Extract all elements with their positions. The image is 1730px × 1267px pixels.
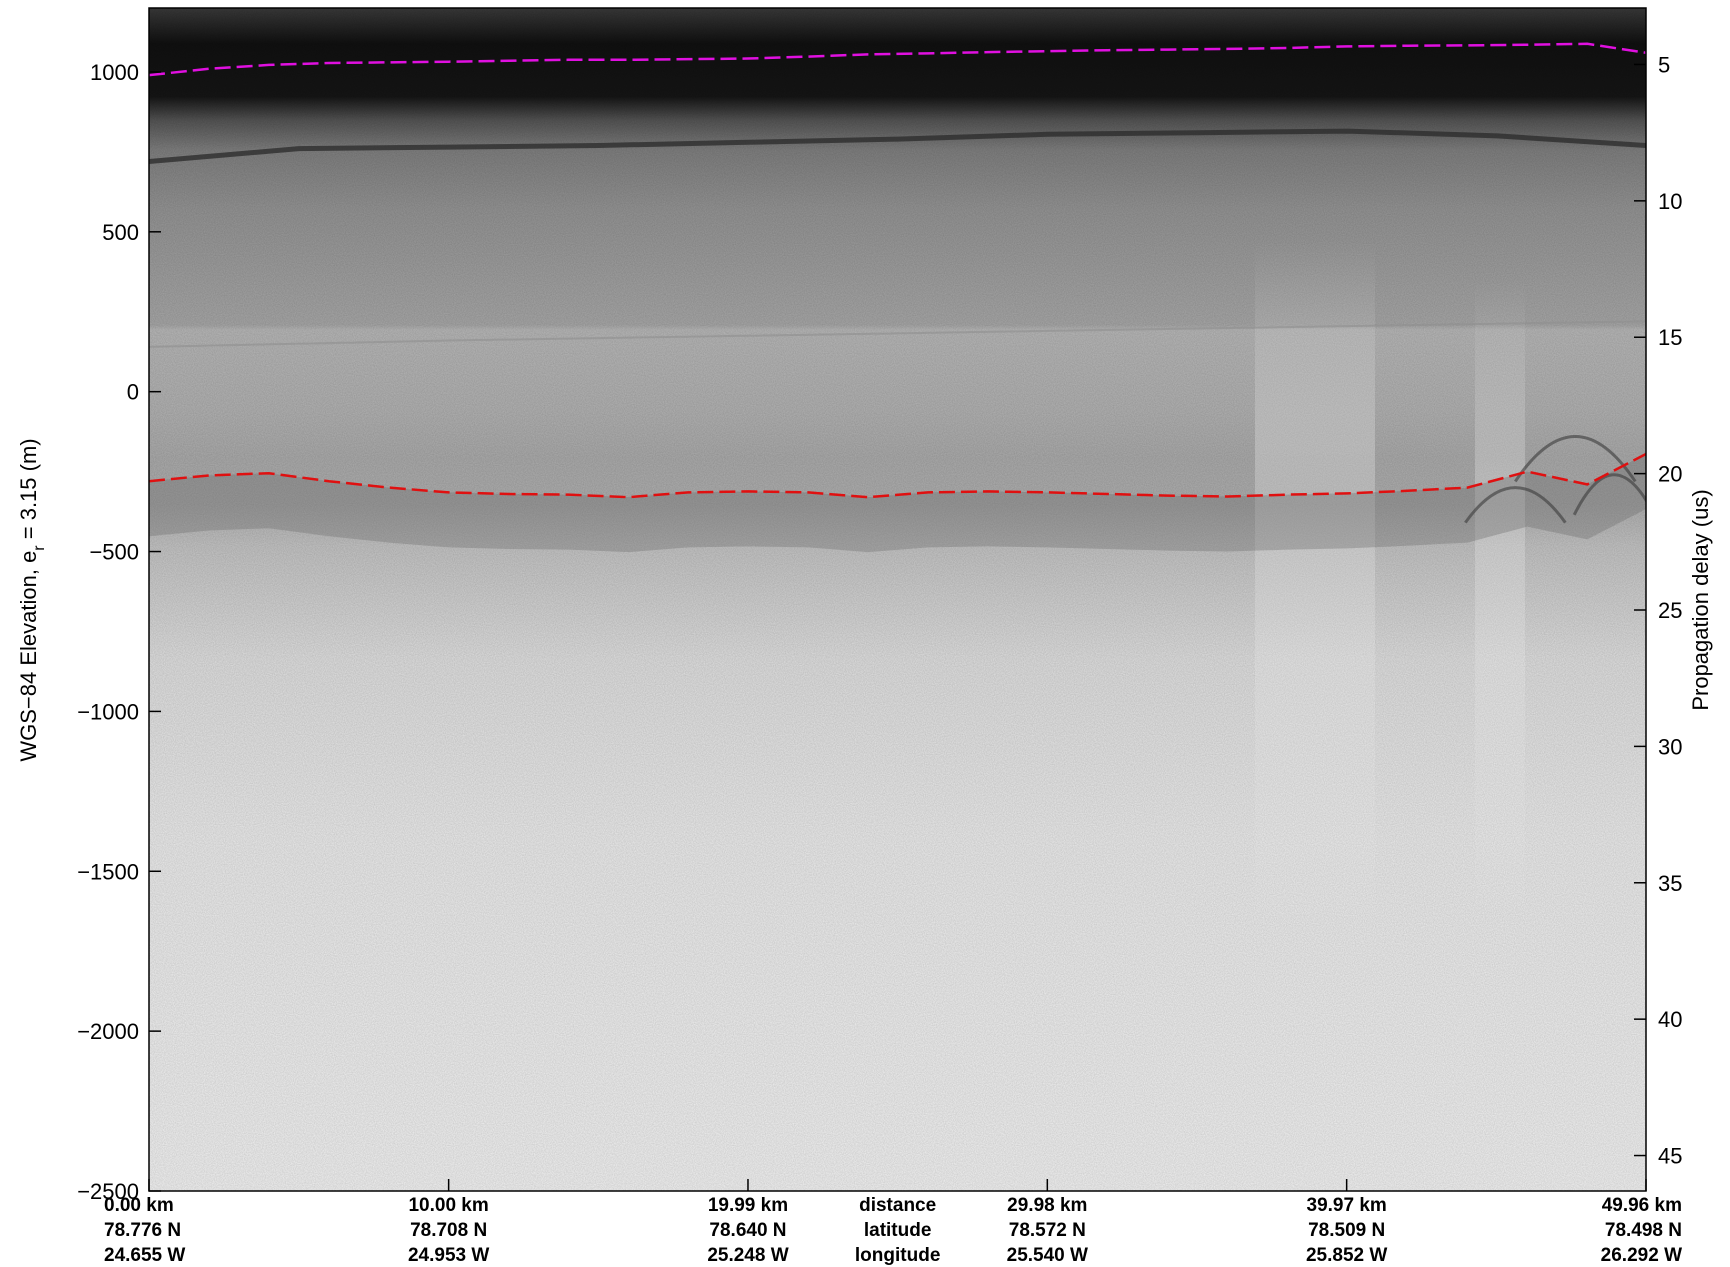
- brightness-boundary: [149, 320, 1646, 348]
- right-axis-label: Propagation delay (us): [1688, 489, 1713, 710]
- echogram-noise: [149, 8, 1646, 1191]
- x-label-distance: 0.00 km: [104, 1195, 174, 1216]
- bed-shadow-band: [149, 454, 1646, 553]
- plot-frame: [148, 7, 1647, 1192]
- x-label-latitude: 78.509 N: [1308, 1220, 1385, 1241]
- x-row-name-longitude: longitude: [855, 1245, 940, 1266]
- x-label-distance: 10.00 km: [408, 1195, 488, 1216]
- x-label-longitude: 24.953 W: [408, 1245, 489, 1266]
- internal-layer: [149, 128, 1646, 164]
- diffraction-hyperbola: [1514, 434, 1637, 483]
- x-label-longitude: 25.248 W: [707, 1245, 788, 1266]
- left-tick-label: 500: [102, 220, 139, 245]
- x-label-latitude: 78.708 N: [410, 1220, 487, 1241]
- right-tick-label: 5: [1658, 52, 1670, 77]
- right-tick-label: 30: [1658, 734, 1682, 759]
- surface-pick-line: [149, 42, 1646, 77]
- left-tick-label: −500: [89, 540, 139, 565]
- diffraction-hyperbola: [1464, 486, 1567, 524]
- left-tick-label: −1500: [77, 859, 139, 884]
- x-label-distance: 49.96 km: [1602, 1195, 1682, 1216]
- x-label-distance: 19.99 km: [708, 1195, 788, 1216]
- x-label-distance: 29.98 km: [1007, 1195, 1087, 1216]
- right-tick-label: 40: [1658, 1007, 1682, 1032]
- right-tick-label: 25: [1658, 598, 1682, 623]
- diffraction-hyperbola: [1572, 473, 1646, 516]
- right-tick-label: 45: [1658, 1144, 1682, 1169]
- x-row-name-distance: distance: [859, 1195, 936, 1216]
- x-label-latitude: 78.776 N: [104, 1220, 181, 1241]
- x-label-latitude: 78.572 N: [1009, 1220, 1086, 1241]
- x-label-longitude: 25.852 W: [1306, 1245, 1387, 1266]
- echogram-streak: [1475, 280, 1525, 930]
- right-tick-label: 35: [1658, 871, 1682, 896]
- left-tick-label: −2000: [77, 1019, 139, 1044]
- left-axis-label: WGS−84 Elevation, er = 3.15 (m): [16, 438, 48, 761]
- left-tick-label: −2500: [77, 1179, 139, 1204]
- left-tick-label: −1000: [77, 699, 139, 724]
- x-label-distance: 39.97 km: [1307, 1195, 1387, 1216]
- x-label-latitude: 78.498 N: [1605, 1220, 1682, 1241]
- right-tick-label: 15: [1658, 325, 1682, 350]
- x-label-longitude: 24.655 W: [104, 1245, 185, 1266]
- right-tick-label: 10: [1658, 189, 1682, 214]
- left-tick-label: 1000: [90, 60, 139, 85]
- x-row-name-latitude: latitude: [864, 1220, 932, 1241]
- left-tick-label: 0: [127, 380, 139, 405]
- bed-pick-line: [149, 452, 1646, 499]
- x-label-longitude: 26.292 W: [1601, 1245, 1682, 1266]
- x-label-longitude: 25.540 W: [1007, 1245, 1088, 1266]
- x-label-latitude: 78.640 N: [709, 1220, 786, 1241]
- echogram-image: [149, 8, 1646, 1191]
- echogram-streak: [1255, 240, 1375, 940]
- right-tick-label: 20: [1658, 462, 1682, 487]
